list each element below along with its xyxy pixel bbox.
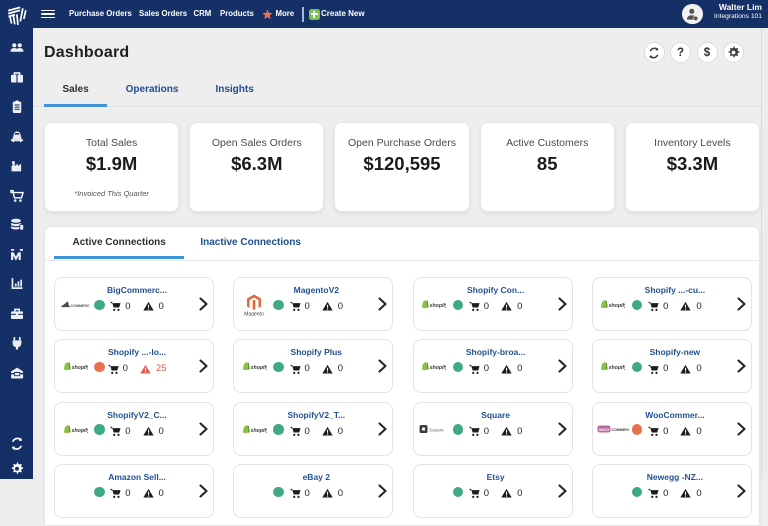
svg-text:WOO: WOO xyxy=(599,427,609,432)
svg-text:Magento: Magento xyxy=(245,312,265,317)
svg-text:shopify: shopify xyxy=(250,428,266,433)
svg-text:shopify: shopify xyxy=(609,303,625,308)
svg-text:shopify: shopify xyxy=(430,365,446,370)
svg-text:shopify: shopify xyxy=(430,303,446,308)
svg-text:Square: Square xyxy=(429,427,444,432)
svg-text:shopify: shopify xyxy=(250,365,266,370)
svg-text:shopify: shopify xyxy=(71,365,87,370)
svg-text:COMMERCE: COMMERCE xyxy=(611,428,629,432)
svg-text:COMMERCE: COMMERCE xyxy=(71,304,91,308)
svg-text:shopify: shopify xyxy=(71,428,87,433)
svg-text:shopify: shopify xyxy=(609,365,625,370)
